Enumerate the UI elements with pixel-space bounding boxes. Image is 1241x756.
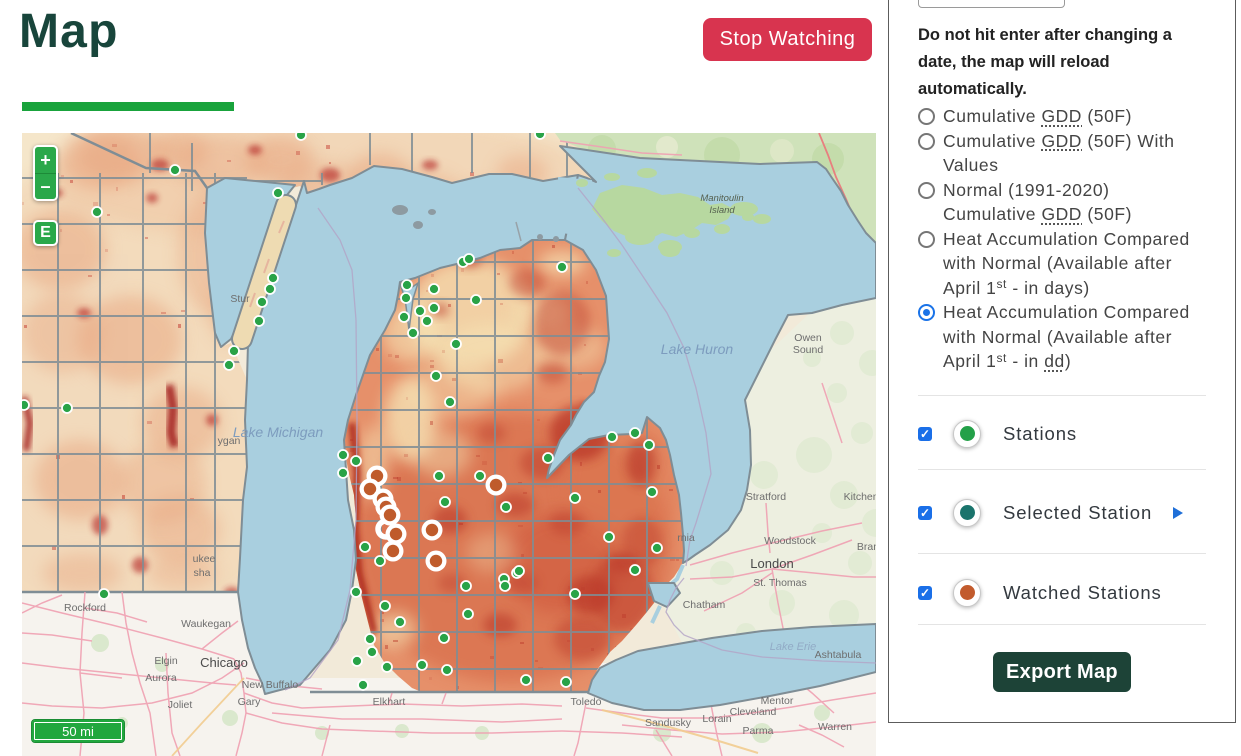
svg-text:Lake Erie: Lake Erie xyxy=(770,641,816,653)
svg-text:Aurora: Aurora xyxy=(145,672,177,684)
svg-text:Chicago: Chicago xyxy=(200,655,248,670)
svg-text:London: London xyxy=(750,556,793,571)
svg-text:ygan: ygan xyxy=(218,435,241,447)
svg-text:St. Thomas: St. Thomas xyxy=(753,577,807,589)
svg-text:Toledo: Toledo xyxy=(571,696,602,708)
svg-text:Lake Michigan: Lake Michigan xyxy=(233,424,323,440)
svg-text:Owen: Owen xyxy=(794,332,822,344)
svg-text:Sandusky: Sandusky xyxy=(645,717,692,729)
svg-text:Parma: Parma xyxy=(743,725,774,737)
svg-text:Rockford: Rockford xyxy=(64,602,106,614)
svg-text:Woodstock: Woodstock xyxy=(764,535,816,547)
svg-text:Elgin: Elgin xyxy=(154,655,178,667)
svg-text:New Buffalo: New Buffalo xyxy=(242,679,299,691)
svg-text:Ashtabula: Ashtabula xyxy=(815,649,862,661)
svg-text:Bran: Bran xyxy=(857,541,876,553)
svg-text:Chatham: Chatham xyxy=(683,599,726,611)
svg-text:Island: Island xyxy=(709,205,735,216)
svg-text:Joliet: Joliet xyxy=(168,699,193,711)
svg-text:Stur: Stur xyxy=(230,293,250,305)
svg-text:Stratford: Stratford xyxy=(746,491,786,503)
svg-text:Warren: Warren xyxy=(818,721,852,733)
svg-text:rnia: rnia xyxy=(677,532,695,544)
svg-text:sha: sha xyxy=(194,567,211,579)
svg-text:Manitoulin: Manitoulin xyxy=(700,193,743,204)
svg-text:Sound: Sound xyxy=(793,344,824,356)
svg-text:Kitchene: Kitchene xyxy=(844,491,876,503)
svg-text:Cleveland: Cleveland xyxy=(730,706,777,718)
svg-text:Lake Huron: Lake Huron xyxy=(661,341,734,357)
svg-text:Waukegan: Waukegan xyxy=(181,618,231,630)
svg-text:Mentor: Mentor xyxy=(761,695,794,707)
svg-text:Lorain: Lorain xyxy=(702,713,731,725)
svg-text:Elkhart: Elkhart xyxy=(373,696,406,708)
svg-text:Gary: Gary xyxy=(238,696,262,708)
svg-text:ukee: ukee xyxy=(193,553,216,565)
